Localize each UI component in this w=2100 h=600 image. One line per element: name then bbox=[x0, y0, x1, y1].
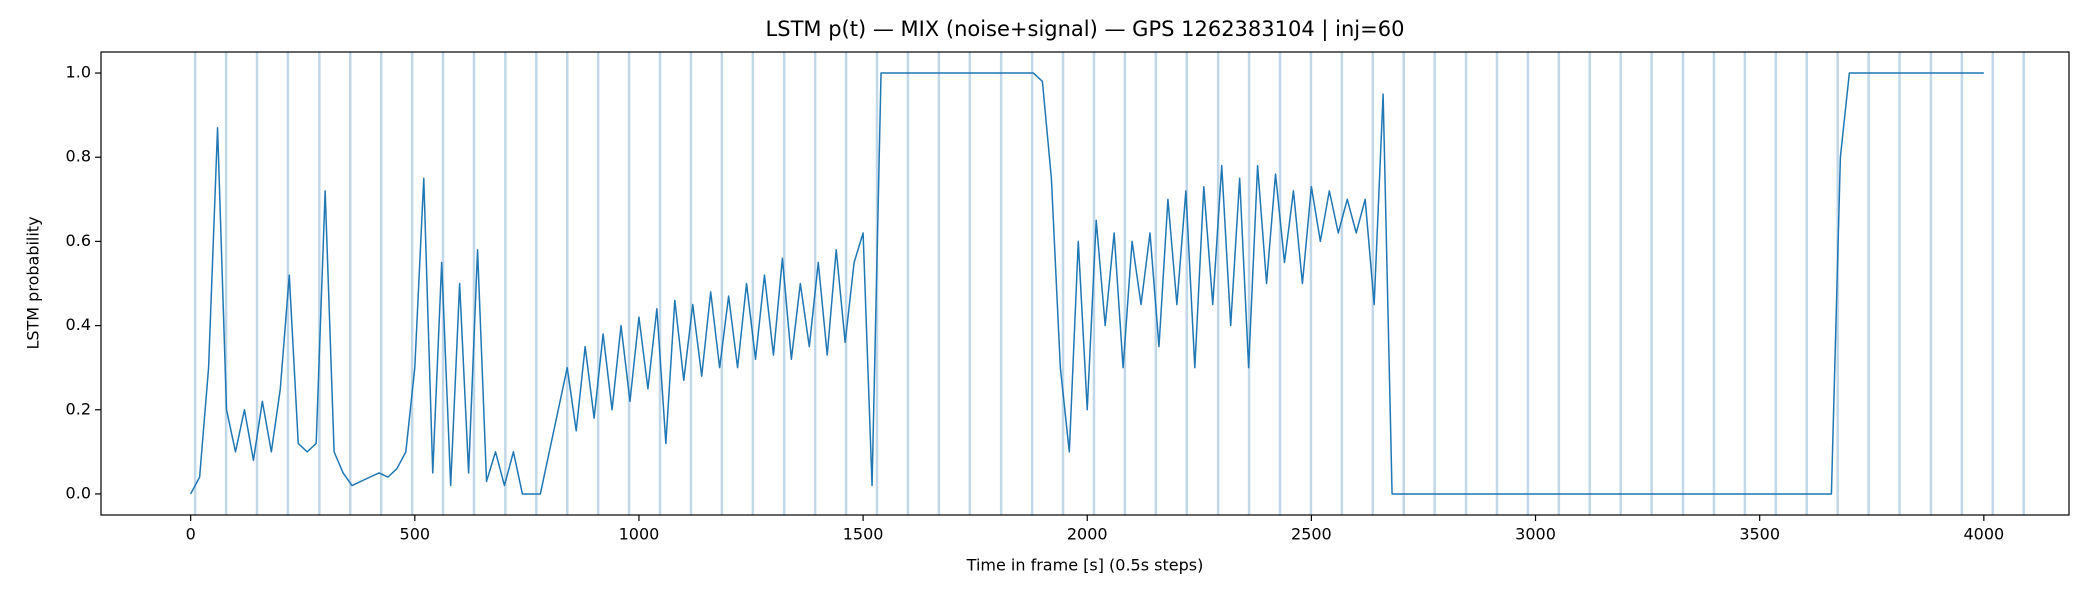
x-tick-label: 2500 bbox=[1291, 525, 1332, 544]
y-tick-label: 0.4 bbox=[66, 315, 91, 334]
y-tick-label: 1.0 bbox=[66, 63, 91, 82]
chart-title: LSTM p(t) — MIX (noise+signal) — GPS 126… bbox=[766, 17, 1405, 42]
x-tick-label: 1000 bbox=[619, 525, 660, 544]
y-tick-label: 0.8 bbox=[66, 147, 91, 166]
x-tick-label: 500 bbox=[400, 525, 431, 544]
x-tick-label: 3000 bbox=[1515, 525, 1556, 544]
x-axis-label: Time in frame [s] (0.5s steps) bbox=[966, 556, 1204, 575]
x-tick-label: 3500 bbox=[1739, 525, 1780, 544]
x-tick-label: 1500 bbox=[843, 525, 884, 544]
y-tick-label: 0.2 bbox=[66, 399, 91, 418]
x-tick-label: 4000 bbox=[1963, 525, 2004, 544]
plot-frame bbox=[100, 51, 2070, 516]
line bbox=[189, 72, 1984, 495]
y-tick-label: 0.6 bbox=[66, 231, 91, 250]
y-tick-label: 0.0 bbox=[66, 483, 91, 502]
x-tick-label: 2000 bbox=[1067, 525, 1108, 544]
x-tick-label: 0 bbox=[186, 525, 196, 544]
y-axis-label: LSTM probability bbox=[24, 216, 43, 349]
